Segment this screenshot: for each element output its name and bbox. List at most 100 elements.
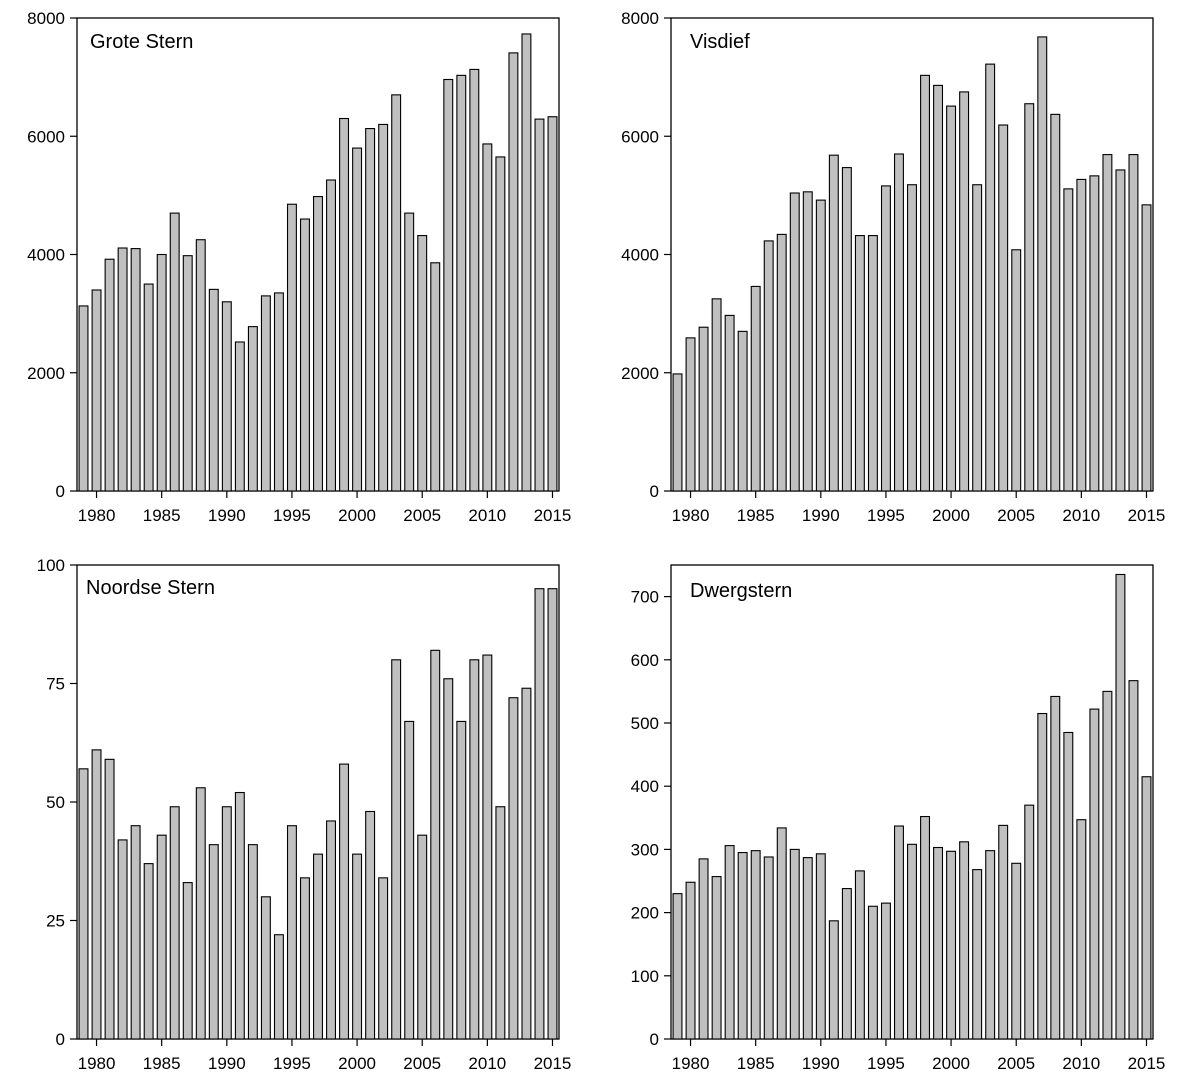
- bar-2012: [508, 52, 519, 492]
- y-tick-label: 2000: [27, 364, 65, 383]
- y-tick-label: 0: [650, 482, 659, 501]
- bar-2013: [1115, 169, 1126, 492]
- bar-2014: [1128, 680, 1139, 1040]
- bar-1992: [247, 844, 258, 1040]
- bar-1994: [273, 934, 284, 1040]
- bar-1986: [169, 212, 180, 492]
- bar-1997: [313, 853, 323, 1040]
- bar-2000: [352, 853, 363, 1040]
- bar-1991: [828, 920, 839, 1040]
- bar-1996: [893, 825, 904, 1040]
- bar-1982: [711, 298, 722, 492]
- bar-2012: [1102, 690, 1113, 1040]
- bar-1995: [880, 185, 891, 492]
- bar-1985: [156, 253, 167, 492]
- bar-2009: [469, 659, 480, 1040]
- bar-2002: [972, 869, 983, 1040]
- bar-1994: [867, 905, 878, 1040]
- bar-1997: [907, 184, 917, 492]
- y-tick-label: 8000: [621, 9, 659, 28]
- bar-2004: [404, 720, 415, 1040]
- bar-2006: [430, 649, 441, 1040]
- bar-1983: [724, 845, 735, 1040]
- bar-1998: [326, 179, 337, 492]
- bar-1995: [880, 902, 891, 1040]
- bar-1990: [815, 853, 826, 1040]
- bar-1986: [169, 806, 180, 1040]
- x-tick-label: 1980: [672, 1054, 710, 1073]
- x-tick-label: 2005: [403, 1054, 441, 1073]
- bar-1988: [195, 787, 206, 1040]
- x-tick-label: 1980: [672, 506, 710, 525]
- bar-1980: [685, 337, 696, 492]
- x-tick-label: 2010: [468, 1054, 506, 1073]
- panel-noordse-stern: Noordse Stern 0 25 50 75 100 1980 1985 1990 1995…: [37, 556, 572, 1073]
- panel-title: Noordse Stern: [86, 577, 215, 599]
- bar-2009: [1063, 188, 1074, 492]
- bar-2006: [1024, 103, 1035, 492]
- bar-2005: [417, 235, 428, 492]
- bar-1993: [854, 870, 865, 1040]
- bar-2001: [959, 91, 970, 492]
- bar-1990: [221, 301, 232, 492]
- bar-2000: [946, 850, 957, 1040]
- bar-1988: [789, 192, 800, 492]
- bar-1984: [737, 852, 748, 1040]
- bar-2010: [1076, 178, 1087, 492]
- y-tick-label: 200: [631, 904, 659, 923]
- bar-1987: [776, 233, 787, 492]
- bar-2003: [985, 63, 996, 492]
- bar-2008: [456, 720, 467, 1040]
- bar-1985: [750, 285, 761, 492]
- x-tick-label: 2015: [534, 506, 572, 525]
- bar-1999: [339, 117, 350, 492]
- bar-1981: [104, 758, 115, 1040]
- bar-1988: [195, 239, 206, 492]
- y-tick-label: 0: [56, 482, 65, 501]
- panel-grote-stern: Grote Stern 0 2000 4000 6000 8000 1980 1985 199…: [27, 9, 571, 525]
- x-tick-label: 2005: [997, 506, 1035, 525]
- bar-1996: [893, 153, 904, 492]
- bar-2014: [1128, 154, 1139, 492]
- bar-2010: [1076, 819, 1087, 1040]
- bar-2003: [985, 850, 996, 1040]
- bar-1994: [273, 292, 284, 492]
- x-tick-label: 2005: [997, 1054, 1035, 1073]
- x-tick-label: 1985: [143, 506, 181, 525]
- x-tick-label: 1995: [867, 506, 905, 525]
- bar-1985: [156, 834, 167, 1040]
- bar-1987: [182, 255, 193, 492]
- bar-1988: [789, 848, 800, 1040]
- bar-1991: [234, 341, 245, 492]
- bar-1999: [933, 846, 944, 1040]
- x-tick-label: 1990: [208, 1054, 246, 1073]
- bar-1993: [260, 896, 271, 1040]
- x-tick-label: 1995: [273, 1054, 311, 1073]
- bar-2007: [443, 678, 454, 1040]
- bar-1985: [750, 850, 761, 1040]
- bar-2001: [959, 841, 970, 1040]
- x-tick-label: 1985: [737, 1054, 775, 1073]
- y-tick-label: 25: [46, 912, 65, 931]
- bar-2002: [972, 184, 983, 492]
- bar-2005: [1011, 862, 1022, 1040]
- bar-2008: [1050, 695, 1061, 1040]
- bar-1980: [91, 749, 102, 1040]
- bar-2014: [534, 588, 545, 1040]
- bar-2011: [1089, 708, 1100, 1040]
- bar-2003: [391, 659, 402, 1040]
- y-tick-label: 6000: [27, 127, 65, 146]
- bar-2003: [391, 94, 402, 492]
- bar-1987: [776, 827, 787, 1040]
- bar-2011: [1089, 175, 1100, 492]
- bar-1995: [286, 825, 297, 1040]
- bar-2008: [456, 74, 467, 492]
- x-tick-label: 1990: [802, 1054, 840, 1073]
- bar-1990: [221, 806, 232, 1040]
- bar-2007: [1037, 36, 1048, 492]
- bar-1997: [313, 196, 323, 492]
- bar-2012: [508, 697, 519, 1040]
- x-tick-label: 2015: [1128, 1054, 1166, 1073]
- bar-2001: [365, 128, 376, 492]
